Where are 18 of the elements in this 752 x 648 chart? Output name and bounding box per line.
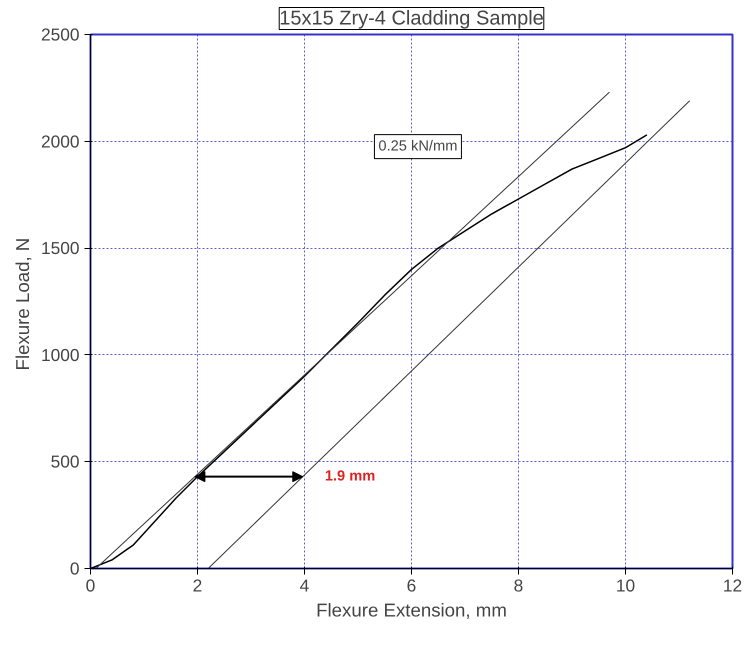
- x-tick-label: 10: [616, 576, 636, 596]
- y-tick-label: 2500: [40, 24, 80, 44]
- y-axis-title: Flexure Load, N: [12, 238, 33, 370]
- y-tick-label: 500: [50, 452, 80, 472]
- x-axis-title: Flexure Extension, mm: [316, 600, 507, 620]
- x-tick-label: 0: [86, 576, 96, 596]
- chart-title: 15x15 Zry-4 Cladding Sample: [279, 8, 544, 30]
- x-tick-label: 8: [514, 576, 524, 596]
- x-tick-label: 12: [722, 576, 742, 596]
- x-tick-label: 4: [300, 576, 310, 596]
- y-tick-label: 2000: [40, 131, 80, 152]
- y-tick-label: 1500: [40, 238, 80, 258]
- x-tick-label: 2: [192, 576, 202, 596]
- annotation: 1.9 mm: [324, 468, 376, 485]
- y-tick-label: 0: [70, 558, 80, 578]
- y-tick-label: 1000: [40, 344, 80, 365]
- annotation: 0.25 kN/mm: [378, 138, 458, 155]
- x-tick-label: 6: [406, 576, 416, 596]
